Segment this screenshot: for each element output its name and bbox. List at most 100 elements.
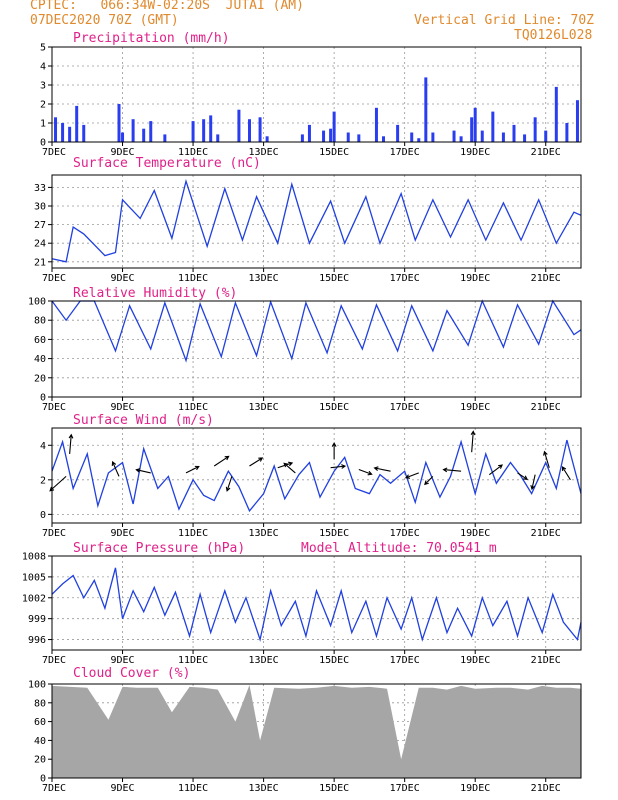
pressure-xtick-label: 11DEC [178, 655, 208, 666]
precip-bar [410, 132, 414, 142]
precip-bar [554, 86, 558, 142]
precip-ytick-label: 4 [40, 62, 46, 73]
precip-xtick-label: 9DEC [110, 147, 134, 158]
wind-xtick-label: 17DEC [390, 528, 420, 539]
temp-xtick-label: 15DEC [319, 273, 349, 284]
precip-bar [544, 130, 548, 142]
rh-xtick-label: 19DEC [460, 402, 490, 413]
wind-xtick-label: 19DEC [460, 528, 490, 539]
precip-bar [131, 119, 135, 142]
precip-bar [82, 124, 86, 142]
cloud-frame [51, 683, 582, 779]
cloud-panel: Cloud Cover (%) 0 20 40 60 80 100 7DEC 9DEC 11DE… [28, 666, 582, 794]
temp-xtick-label: 7DEC [42, 273, 66, 284]
precip-xtick-label: 7DEC [42, 147, 66, 158]
precip-ytick-label: 0 [40, 138, 46, 149]
precip-bar [480, 130, 484, 142]
precip-bar [533, 117, 537, 142]
precip-bar [258, 117, 262, 142]
precip-bar [501, 132, 505, 142]
wind-vector [442, 467, 462, 473]
precip-xtick-label: 17DEC [390, 147, 420, 158]
precip-frame [51, 46, 582, 143]
temp-xtick-label: 9DEC [110, 273, 134, 284]
wind-vector [68, 433, 74, 454]
cloud-xtick-label: 15DEC [319, 783, 349, 794]
wind-vector [561, 466, 571, 481]
rh-xtick-label: 9DEC [110, 402, 134, 413]
header-run-time: 07DEC2020 70Z (GMT) [30, 13, 179, 28]
precip-bar [216, 134, 220, 142]
precip-title: Precipitation (mm/h) [73, 31, 230, 46]
precip-bar [424, 77, 428, 142]
pressure-frame [51, 555, 582, 651]
header-station: CPTEC: 066:34W-02:20S JUTAI (AM) [30, 0, 304, 13]
rh-xtick-label: 11DEC [178, 402, 208, 413]
temp-xtick-label: 11DEC [178, 273, 208, 284]
rh-panel: Relative Humidity (%) 0 20 40 60 80 100 7DEC 9D… [28, 286, 582, 413]
model-altitude: Model Altitude: 70.0541 m [301, 541, 497, 556]
precip-panel: Precipitation (mm/h) 0 1 2 3 4 5 7DEC 9DEC 11DEC… [40, 31, 582, 158]
wind-vector [404, 472, 419, 479]
wind-xtick-label: 7DEC [42, 528, 66, 539]
wind-vector [330, 464, 347, 469]
temp-xtick-label: 19DEC [460, 273, 490, 284]
temp-ytick-label: 33 [34, 183, 46, 194]
precip-bar [149, 121, 153, 142]
temp-ytick-label: 21 [34, 257, 46, 268]
precip-bar [191, 121, 195, 142]
wind-xtick-label: 11DEC [178, 528, 208, 539]
precip-bar [247, 119, 251, 142]
wind-vector [135, 468, 151, 474]
wind-title: Surface Wind (m/s) [73, 413, 214, 428]
wind-vector [225, 476, 233, 492]
precip-bar [417, 138, 421, 142]
cloud-xtick-label: 9DEC [110, 783, 134, 794]
pressure-xtick-label: 15DEC [319, 655, 349, 666]
cloud-xtick-label: 19DEC [460, 783, 490, 794]
precip-bar [512, 124, 516, 142]
precip-bar [142, 128, 146, 142]
pressure-xtick-label: 17DEC [390, 655, 420, 666]
pressure-xtick-label: 19DEC [460, 655, 490, 666]
precip-bar [382, 136, 386, 142]
precip-xtick-label: 21DEC [531, 147, 561, 158]
temp-ytick-label: 27 [34, 220, 46, 231]
pressure-title: Surface Pressure (hPa) [73, 541, 245, 556]
wind-vector [530, 474, 536, 491]
precip-bar [117, 104, 121, 142]
pressure-xtick-label: 13DEC [249, 655, 279, 666]
rh-ytick-label: 40 [34, 354, 46, 365]
pressure-ytick-label: 996 [28, 635, 46, 646]
cloud-title: Cloud Cover (%) [73, 666, 190, 681]
precip-bar [396, 124, 400, 142]
precip-bar [61, 123, 65, 142]
precip-bar [322, 130, 326, 142]
precip-bar [121, 132, 125, 142]
wind-vector [373, 466, 391, 472]
precip-xtick-label: 15DEC [319, 147, 349, 158]
rh-title: Relative Humidity (%) [73, 286, 237, 301]
wind-vector [424, 475, 434, 486]
precip-bar [459, 136, 463, 142]
wind-vector [49, 475, 67, 492]
cloud-ytick-label: 0 [40, 774, 46, 785]
wind-series-line [51, 439, 582, 513]
rh-xtick-label: 13DEC [249, 402, 279, 413]
wind-vector [470, 430, 476, 453]
pressure-xtick-label: 7DEC [42, 655, 66, 666]
precip-bar [565, 123, 569, 142]
wind-xtick-label: 9DEC [110, 528, 134, 539]
precip-bar [374, 107, 378, 142]
precip-bar [300, 134, 304, 142]
rh-ytick-label: 60 [34, 335, 46, 346]
precip-bar [202, 119, 206, 142]
precip-xtick-label: 13DEC [249, 147, 279, 158]
cloud-ytick-label: 100 [28, 680, 46, 691]
header-grid-note: Vertical Grid Line: 70Z [414, 13, 595, 28]
wind-ytick-label: 4 [40, 441, 46, 452]
cloud-xtick-label: 17DEC [390, 783, 420, 794]
precip-bar [523, 134, 527, 142]
precip-bar [209, 115, 213, 142]
